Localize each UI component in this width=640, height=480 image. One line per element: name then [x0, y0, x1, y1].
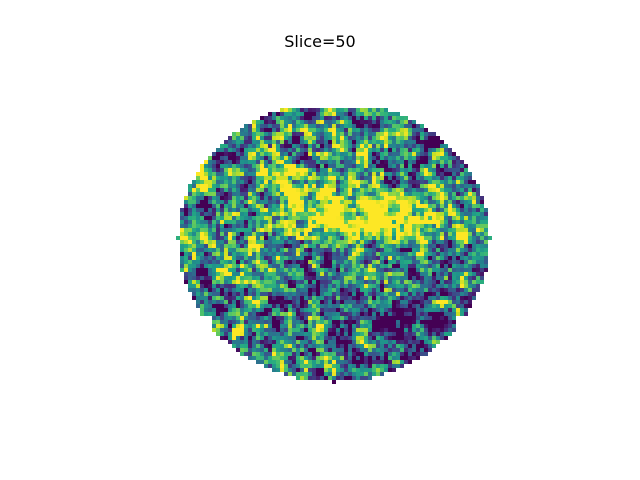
brain-slice-image: [176, 104, 496, 384]
figure-title: Slice=50: [284, 32, 356, 51]
